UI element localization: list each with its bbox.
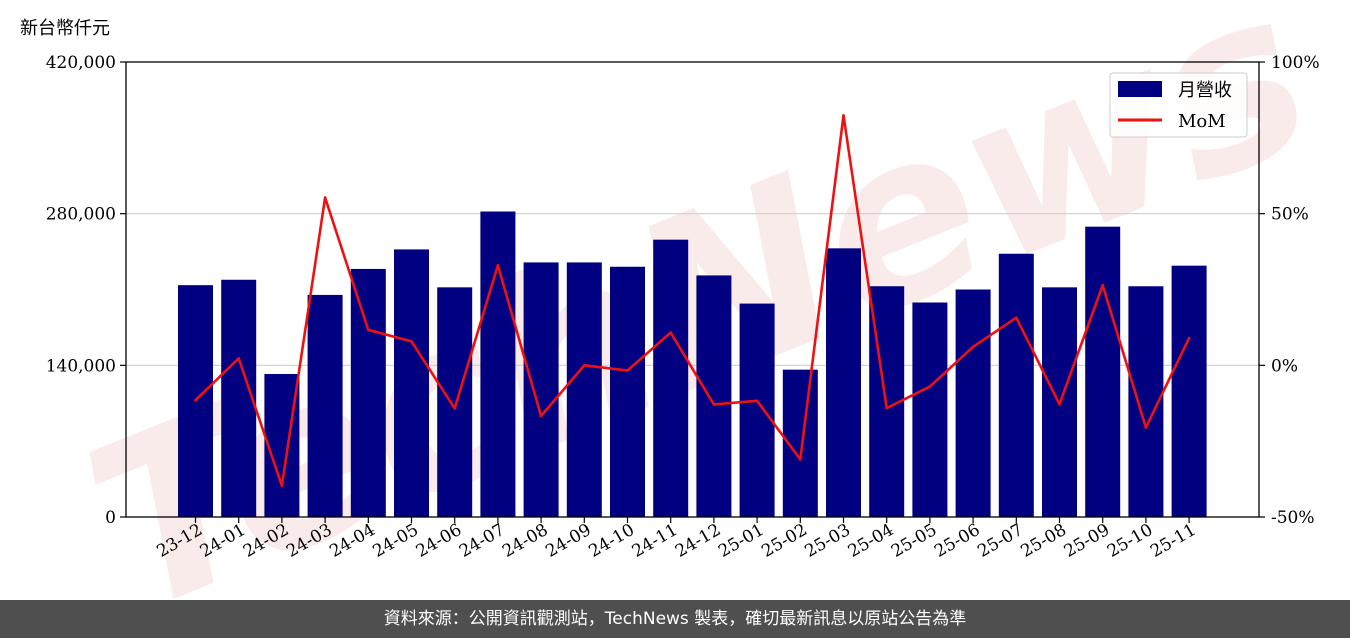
- mom-series-line: [194, 114, 1191, 488]
- x-tick-label: 24-12: [672, 520, 724, 562]
- bar-24-11: [653, 239, 689, 517]
- x-tick-label: 24-10: [586, 520, 638, 562]
- bar-25-05: [912, 302, 948, 517]
- mom-point-25-04: [885, 406, 888, 410]
- mom-point-24-09: [583, 364, 586, 367]
- mom-point-24-10: [626, 369, 629, 372]
- plot-frame: [125, 61, 1260, 518]
- right-tick-label: 100%: [1271, 53, 1320, 73]
- mom-point-25-05: [928, 385, 932, 388]
- mom-point-25-08: [1058, 402, 1061, 406]
- x-tick-label: 25-11: [1147, 520, 1199, 562]
- mom-point-25-02: [799, 458, 802, 461]
- mom-point-25-11: [1187, 336, 1191, 340]
- x-tick-label: 25-08: [1018, 520, 1070, 562]
- x-tick-label: 25-10: [1104, 520, 1156, 562]
- mom-point-24-04: [367, 328, 370, 332]
- right-tick-label: 0%: [1271, 356, 1298, 376]
- right-tick-label: 50%: [1271, 205, 1309, 225]
- bar-24-07: [480, 211, 516, 517]
- left-tick-label: 140,000: [46, 356, 116, 376]
- mom-point-24-11: [669, 331, 672, 334]
- bar-25-01: [739, 303, 775, 517]
- mom-point-24-07: [496, 263, 500, 267]
- bar-24-03: [307, 294, 343, 517]
- legend-label-mom: MoM: [1178, 111, 1226, 132]
- x-tick-label: 25-07: [974, 520, 1026, 562]
- mom-point-25-07: [1015, 316, 1018, 320]
- x-tick-label: 25-05: [888, 520, 940, 562]
- x-tick-label: 24-11: [629, 520, 681, 562]
- mom-point-24-05: [410, 340, 413, 343]
- mom-point-24-03: [323, 196, 327, 199]
- x-tick-label: 25-03: [802, 520, 854, 562]
- bar-24-05: [394, 249, 429, 517]
- bar-24-04: [350, 268, 386, 517]
- bar-24-06: [437, 287, 473, 517]
- left-axis: 0 140,000 280,000 420,000: [46, 53, 126, 528]
- mom-point-24-06: [453, 407, 457, 410]
- bar-24-09: [566, 262, 602, 517]
- x-tick-label: 24-08: [499, 520, 551, 562]
- legend-label-revenue: 月營收: [1178, 80, 1232, 101]
- bar-25-11: [1171, 265, 1207, 517]
- right-axis: -50% 0% 50% 100%: [1259, 53, 1320, 528]
- bar-24-02: [264, 374, 300, 517]
- bar-25-07: [998, 253, 1034, 517]
- left-tick-label: 280,000: [46, 205, 116, 225]
- mom-point-25-09: [1101, 283, 1104, 287]
- mom-point-25-10: [1144, 426, 1148, 429]
- left-tick-label: 420,000: [46, 53, 116, 73]
- bar-24-08: [523, 262, 559, 517]
- bar-24-01: [221, 279, 257, 517]
- bar-24-12: [696, 275, 732, 517]
- x-tick-label: 25-02: [758, 520, 810, 562]
- mom-point-25-03: [842, 114, 845, 117]
- bar-25-03: [826, 248, 861, 518]
- legend: 月營收 MoM: [1109, 72, 1248, 138]
- mom-point-25-06: [971, 345, 975, 349]
- mom-point-24-02: [280, 484, 284, 488]
- bar-24-10: [610, 266, 645, 517]
- x-tick-label: 24-09: [542, 520, 594, 562]
- x-tick-label: 25-06: [931, 520, 983, 562]
- mom-point-24-08: [539, 414, 543, 418]
- source-footer: 資料來源：公開資訊觀測站，TechNews 製表，確切最新訊息以原站公告為準: [0, 600, 1350, 638]
- mom-point-23-12: [194, 398, 197, 402]
- mom-point-25-01: [755, 399, 759, 403]
- right-tick-label: -50%: [1271, 508, 1315, 528]
- bars: [178, 211, 1207, 518]
- x-tick-label: 25-04: [845, 520, 897, 562]
- bar-25-09: [1085, 226, 1121, 517]
- mom-line: [194, 114, 1191, 488]
- left-tick-label: 0: [105, 508, 116, 528]
- bar-25-06: [955, 289, 991, 517]
- legend-bar-swatch: [1118, 81, 1162, 97]
- x-tick-label: 25-01: [715, 520, 767, 562]
- mom-point-24-12: [712, 403, 716, 406]
- mom-point-24-01: [237, 357, 240, 360]
- y-unit-label: 新台幣仟元: [20, 18, 110, 39]
- x-tick-label: 25-09: [1061, 520, 1113, 562]
